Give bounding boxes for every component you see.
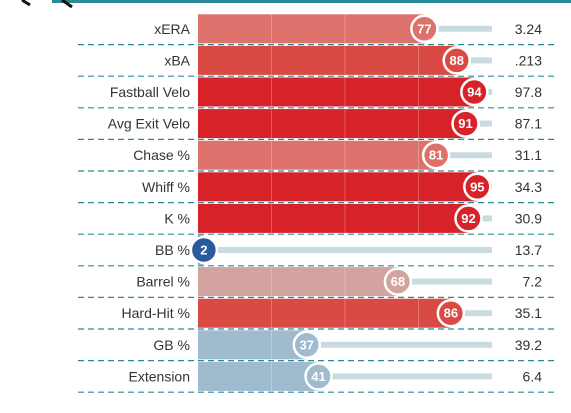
percentile-bar: [198, 330, 307, 360]
metric-row-gb-: 37 GB % 39.2: [78, 330, 555, 362]
percentile-marker: [304, 362, 333, 391]
percentile-bar: [198, 203, 469, 233]
percentile-marker: [451, 109, 480, 138]
percentile-marker: [454, 204, 483, 233]
percentile-label: 41: [311, 369, 325, 384]
percentile-label: 37: [300, 337, 314, 352]
stat-value: 3.24: [515, 21, 542, 37]
stat-value: 30.9: [515, 210, 542, 226]
metric-label: xERA: [154, 21, 190, 37]
metric-label: GB %: [153, 337, 190, 353]
stat-value: 34.3: [515, 179, 542, 195]
percentile-label: 2: [200, 243, 207, 258]
stat-value: 13.7: [515, 242, 542, 258]
metric-row-whiff-: 95 Whiff % 34.3: [78, 172, 555, 204]
metric-label: BB %: [155, 242, 190, 258]
percentile-label: 88: [449, 53, 463, 68]
stat-value: 39.2: [515, 337, 542, 353]
stat-value: 87.1: [515, 116, 542, 132]
percentile-bar: [198, 298, 451, 328]
stat-value: .213: [515, 52, 542, 68]
stat-value: 7.2: [523, 274, 543, 290]
metric-label: Barrel %: [136, 274, 190, 290]
metric-row-xera: 77 xERA 3.24: [78, 14, 555, 46]
percentile-track: [198, 341, 492, 348]
percentile-label: 86: [444, 306, 458, 321]
metric-row-hard-hit-: 86 Hard-Hit % 35.1: [78, 298, 555, 330]
metric-label: Hard-Hit %: [122, 305, 190, 321]
percentile-label: 91: [458, 116, 472, 131]
percentile-marker: [383, 267, 413, 296]
percentile-label: 81: [429, 148, 443, 163]
metric-label: Whiff %: [142, 179, 190, 195]
metric-row-k-: 92 K % 30.9: [78, 203, 555, 235]
percentile-bar: [198, 140, 437, 170]
percentile-label: 94: [467, 85, 482, 100]
metric-rows: 77 xERA 3.24 88 xBA .213 94 Fastball Velo 97.8 91…: [78, 14, 555, 393]
metric-row-avg-exit-velo: 91 Avg Exit Velo 87.1: [78, 109, 555, 140]
percentile-label: 92: [461, 211, 475, 226]
percentile-bar: [198, 361, 319, 391]
percentile-bar: [198, 172, 478, 202]
metric-row-xba: 88 xBA .213: [78, 45, 555, 77]
percentile-marker: [189, 235, 219, 265]
percentile-marker: [436, 298, 466, 328]
percentile-bar: [198, 267, 398, 297]
percentile-label: 68: [391, 274, 405, 289]
metric-label: K %: [164, 210, 190, 226]
metric-label: Fastball Velo: [110, 84, 190, 100]
percentile-label: 77: [417, 21, 431, 36]
stat-value: 35.1: [515, 305, 542, 321]
stat-value: 6.4: [523, 368, 543, 384]
stat-value: 97.8: [515, 84, 542, 100]
percentile-label: 95: [470, 179, 484, 194]
percentile-bar: [198, 14, 425, 44]
header-icon-fragment: [21, 0, 73, 9]
percentile-bar: [198, 45, 457, 75]
percentile-marker: [463, 172, 492, 202]
percentile-bar: [198, 109, 466, 139]
percentile-marker: [410, 14, 439, 44]
percentile-marker: [421, 140, 451, 170]
percentile-bar: [198, 77, 475, 107]
chart-frame: [21, 0, 571, 9]
metric-row-extension: 41 Extension 6.4: [78, 361, 555, 393]
percentile-marker: [460, 77, 489, 107]
stat-value: 31.1: [515, 147, 542, 163]
percentile-marker: [442, 46, 471, 75]
percentile-track: [198, 247, 492, 253]
metric-row-fastball-velo: 94 Fastball Velo 97.8: [78, 77, 555, 109]
metric-row-bb-: 2 BB % 13.7: [78, 235, 555, 267]
percentile-track: [198, 373, 492, 380]
top-border: [52, 0, 571, 3]
metric-row-chase-: 81 Chase % 31.1: [78, 140, 555, 172]
metric-label: Avg Exit Velo: [108, 116, 190, 132]
metric-row-barrel-: 68 Barrel % 7.2: [78, 267, 555, 298]
metric-label: xBA: [164, 52, 190, 68]
metric-label: Extension: [129, 368, 190, 384]
percentile-marker: [292, 330, 322, 360]
metric-label: Chase %: [133, 147, 190, 163]
